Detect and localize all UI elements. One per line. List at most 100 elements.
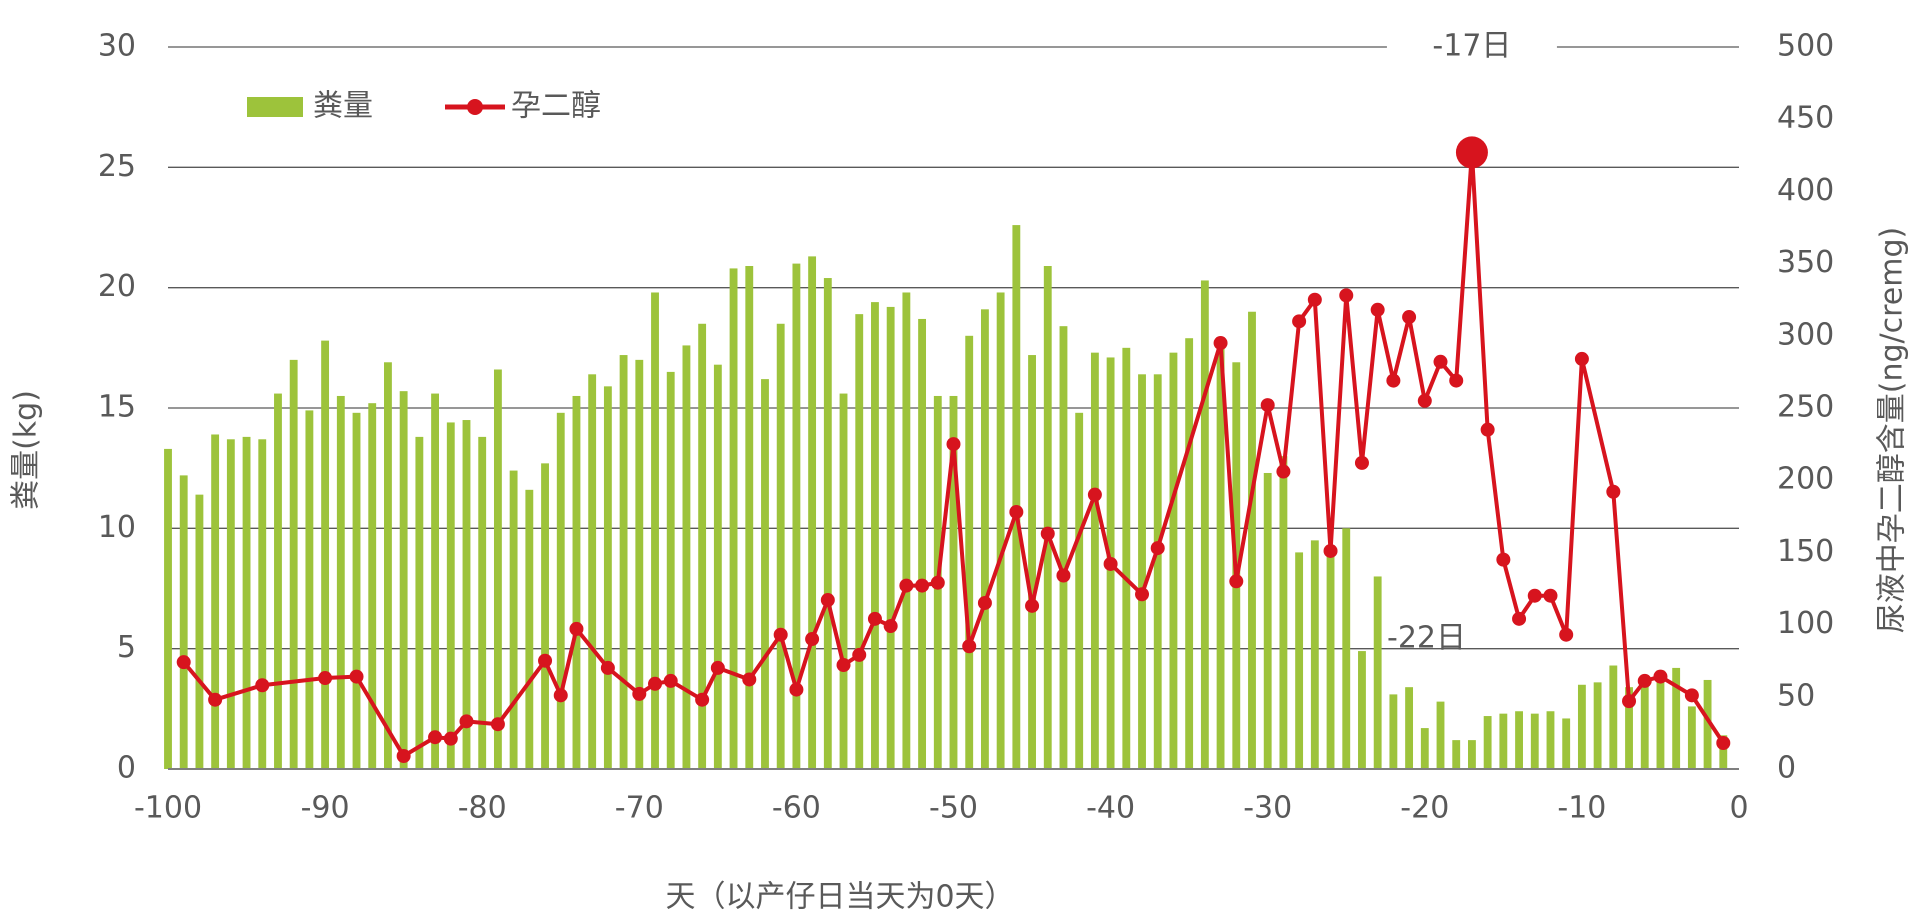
line-marker: [428, 730, 443, 745]
bar: [745, 266, 754, 769]
bar: [1468, 740, 1476, 769]
line-marker: [176, 655, 191, 670]
bar: [1263, 472, 1272, 769]
bar: [352, 412, 361, 769]
bar: [195, 494, 204, 769]
legend-label: 粪量: [313, 89, 373, 124]
bar: [1200, 280, 1209, 769]
bar: [1609, 665, 1618, 769]
bar: [1562, 718, 1571, 769]
bar: [1420, 728, 1429, 769]
bar: [431, 393, 439, 769]
line-marker: [459, 714, 474, 729]
bar: [1216, 345, 1225, 769]
line-marker: [1370, 302, 1385, 317]
line-marker: [1213, 336, 1228, 351]
bar: [1672, 667, 1681, 769]
bar: [274, 393, 282, 769]
line-marker: [1433, 354, 1448, 369]
line-marker: [1402, 310, 1417, 325]
bar: [1122, 347, 1131, 769]
bar: [1719, 735, 1728, 769]
legend-swatch: [247, 97, 303, 117]
y-tick-label: 15: [98, 390, 136, 425]
line-marker: [600, 660, 615, 675]
bar: [1703, 679, 1712, 769]
bar: [541, 463, 549, 769]
line-marker: [710, 660, 725, 675]
y2-tick-label: 450: [1777, 101, 1834, 136]
bar: [1028, 355, 1036, 769]
annotation: -22日: [1387, 621, 1466, 656]
line-marker: [1040, 526, 1055, 541]
line-marker: [396, 749, 411, 764]
x-axis-label: 天（以产仔日当天为0天）: [665, 880, 1014, 915]
bar: [336, 395, 345, 769]
y2-tick-label: 0: [1777, 751, 1796, 786]
line-marker: [883, 619, 898, 634]
bar: [1687, 706, 1696, 769]
line-marker: [1527, 588, 1542, 603]
bar: [729, 268, 738, 769]
annotation: -17日: [1432, 29, 1511, 64]
line-marker: [773, 627, 788, 642]
y2-tick-label: 350: [1777, 245, 1834, 280]
y-tick-label: 5: [117, 630, 136, 665]
bar: [1279, 456, 1288, 769]
bar: [493, 369, 502, 769]
x-tick-label: -90: [301, 791, 350, 826]
line-marker: [1009, 504, 1024, 519]
bar: [996, 292, 1005, 769]
bar: [211, 434, 220, 769]
line-marker: [1307, 292, 1322, 307]
bar: [965, 335, 974, 769]
line-marker: [1135, 587, 1150, 602]
bar: [1436, 701, 1445, 769]
line-marker: [867, 611, 882, 626]
bar: [1593, 682, 1602, 769]
y-tick-label: 0: [117, 751, 136, 786]
bar: [1389, 694, 1398, 769]
bar: [792, 263, 801, 769]
bar: [1373, 576, 1382, 769]
y2-tick-label: 150: [1777, 534, 1834, 569]
bar: [368, 403, 377, 769]
y2-tick-label: 400: [1777, 173, 1834, 208]
line-marker: [1417, 393, 1432, 408]
bar: [415, 436, 424, 769]
x-tick-label: -10: [1557, 791, 1606, 826]
bar: [446, 422, 455, 769]
line-marker: [930, 575, 945, 590]
bar: [556, 412, 565, 769]
line-marker: [632, 686, 647, 701]
line-marker: [1606, 484, 1621, 499]
line-marker: [1496, 552, 1511, 567]
bar: [1577, 684, 1586, 769]
line-marker: [1559, 627, 1574, 642]
line-marker: [962, 639, 977, 654]
bar: [399, 391, 408, 769]
line-marker: [915, 578, 930, 593]
legend-label: 孕二醇: [511, 89, 601, 124]
bar: [886, 306, 895, 769]
line-marker: [1103, 556, 1118, 571]
y2-tick-label: 500: [1777, 29, 1834, 64]
bar: [1499, 713, 1508, 769]
bar: [1342, 528, 1351, 769]
bar: [651, 292, 659, 769]
y2-tick-label: 200: [1777, 462, 1834, 497]
line-marker: [1449, 373, 1464, 388]
line-marker: [1716, 736, 1731, 751]
bar: [1656, 670, 1665, 769]
bar: [918, 318, 927, 769]
bar: [525, 489, 534, 769]
line-marker: [852, 647, 867, 662]
line-marker: [1292, 314, 1307, 329]
line-marker: [1025, 598, 1040, 613]
legend-swatch: [467, 99, 483, 115]
bar: [855, 314, 864, 769]
line-marker: [1339, 288, 1354, 303]
line-marker: [1056, 568, 1071, 583]
bar: [588, 374, 597, 769]
annotation-bg: [1386, 27, 1557, 67]
